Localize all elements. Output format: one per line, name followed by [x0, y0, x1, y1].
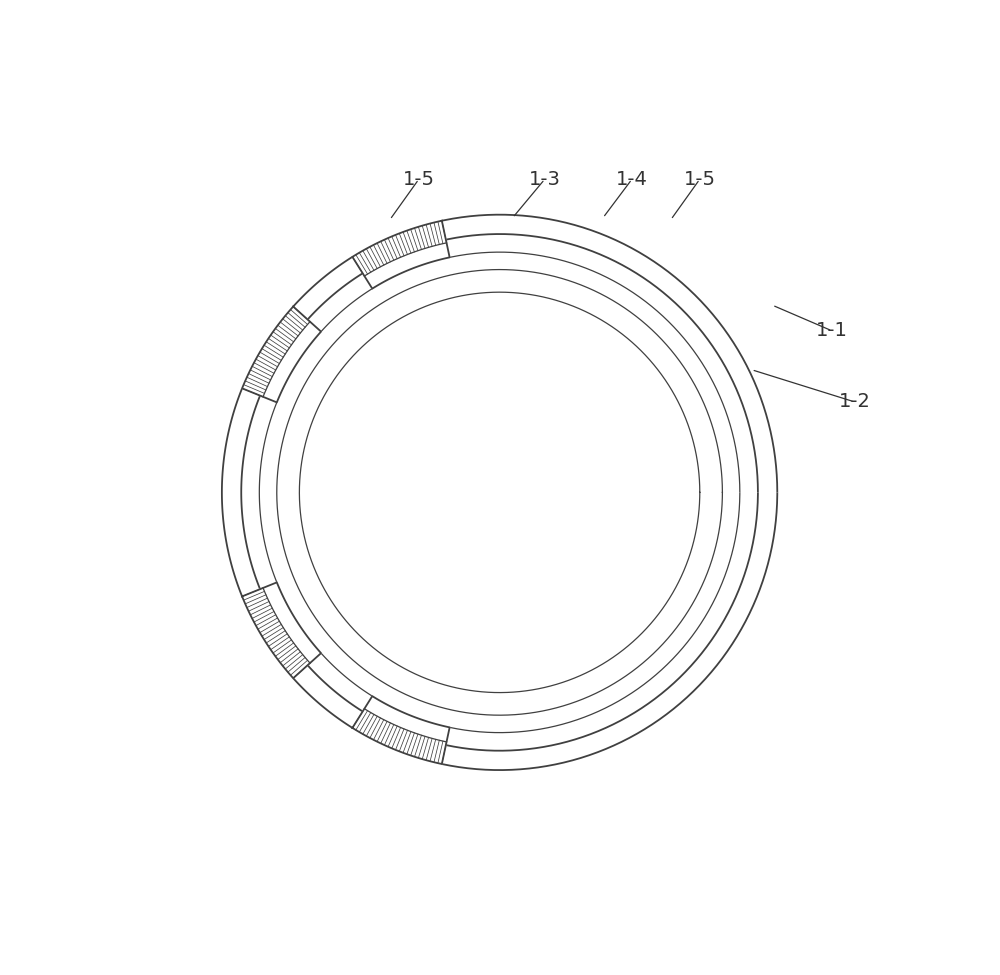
- Polygon shape: [352, 220, 450, 289]
- Text: 1-5: 1-5: [684, 170, 716, 188]
- Text: 1-3: 1-3: [529, 170, 561, 188]
- Text: 1-4: 1-4: [616, 170, 648, 188]
- Text: 1-1: 1-1: [816, 322, 848, 340]
- Polygon shape: [242, 582, 321, 679]
- Polygon shape: [352, 696, 450, 764]
- Polygon shape: [242, 306, 321, 403]
- Text: 1-5: 1-5: [403, 170, 435, 188]
- Text: 1-2: 1-2: [839, 393, 871, 411]
